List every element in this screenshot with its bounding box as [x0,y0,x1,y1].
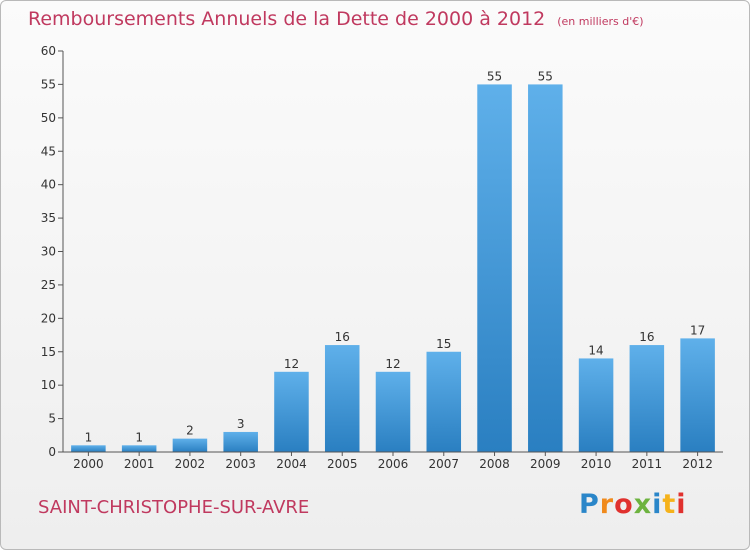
bar [121,445,157,452]
logo-letter: r [599,489,615,520]
y-tick-label: 60 [41,44,56,58]
x-tick-label: 2007 [428,457,459,471]
y-tick-label: 10 [41,378,56,392]
y-tick-label: 5 [48,412,56,426]
y-tick-label: 15 [41,345,56,359]
bar [324,345,360,452]
logo-letter: t [662,489,677,520]
y-tick-label: 30 [41,245,56,259]
x-tick-label: 2003 [225,457,256,471]
bar [680,338,715,452]
logo-letter: i [676,489,687,520]
y-tick-label: 45 [41,144,56,158]
bar-value-label: 3 [237,417,245,431]
bar-value-label: 1 [135,430,143,444]
bar [629,345,665,452]
y-axis: 0 5 10 15 20 25 30 35 40 45 50 55 60 [41,44,64,459]
y-tick-label: 40 [41,178,56,192]
bar [375,371,411,452]
bar-value-label: 17 [690,323,705,337]
bar [528,84,563,453]
y-tick-label: 50 [41,111,56,125]
bar-value-label: 1 [85,430,93,444]
bar-value-label: 14 [588,343,603,357]
bar-value-label: 12 [385,357,400,371]
logo-letter: x [633,489,653,520]
x-tick-label: 2004 [276,457,307,471]
bar [578,358,614,452]
x-tick-label: 2008 [479,457,510,471]
chart-title-unit: (en milliers d'€) [557,15,644,28]
x-axis: 2000 2001 2002 2003 2004 2005 2006 2007 2008 2009… [63,451,723,471]
bar-value-label: 15 [436,337,451,351]
x-tick-label: 2011 [632,457,663,471]
bar-value-label: 2 [186,424,194,438]
y-tick-label: 0 [48,445,56,459]
x-tick-label: 2005 [327,457,358,471]
commune-name: SAINT-CHRISTOPHE-SUR-AVRE [38,497,310,518]
proxiti-logo: Proxiti [579,489,687,520]
bar [477,84,512,453]
chart-title-main: Remboursements Annuels de la Dette de 20… [28,8,546,30]
bar-value-label: 16 [335,330,350,344]
y-tick-label: 20 [41,311,56,325]
bar [71,445,106,452]
x-tick-label: 2006 [378,457,409,471]
bar [223,431,258,452]
y-tick-label: 25 [41,278,56,292]
bar-value-label: 55 [538,69,553,83]
x-tick-label: 2010 [581,457,612,471]
x-tick-label: 2009 [530,457,561,471]
x-tick-label: 2001 [124,457,155,471]
y-tick-label: 55 [41,77,56,91]
x-tick-label: 2002 [175,457,206,471]
bar-value-label: 12 [284,357,299,371]
logo-letter: P [579,489,600,520]
chart-title: Remboursements Annuels de la Dette de 20… [28,8,644,30]
x-tick-label: 2000 [73,457,104,471]
x-tick-label: 2012 [682,457,713,471]
bar-value-label: 55 [487,69,502,83]
bar [426,351,462,452]
bar [274,371,309,452]
bar-value-label: 16 [639,330,654,344]
bar [172,438,208,452]
y-tick-label: 35 [41,211,56,225]
logo-letter: i [652,489,663,520]
logo-letter: o [614,489,634,520]
